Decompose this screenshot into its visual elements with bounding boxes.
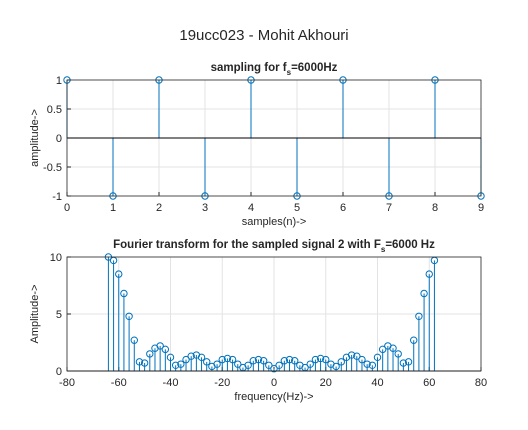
x-tick-label: 40 bbox=[371, 377, 383, 389]
stem-marker bbox=[177, 360, 185, 368]
x-tick-label: 6 bbox=[340, 202, 346, 214]
y-axis-label: Amplitude-> bbox=[29, 284, 41, 343]
y-tick-label: -0.5 bbox=[43, 162, 62, 174]
stem-marker bbox=[291, 357, 299, 365]
x-tick-label: 8 bbox=[432, 202, 438, 214]
stem-marker bbox=[130, 336, 138, 344]
x-tick-label: 5 bbox=[294, 202, 300, 214]
stem-marker bbox=[311, 355, 320, 364]
title-text: =6000Hz bbox=[291, 62, 338, 74]
x-tick-label: 20 bbox=[320, 377, 332, 389]
y-tick-label: 10 bbox=[50, 252, 62, 264]
stem-marker bbox=[399, 359, 408, 367]
stem-marker bbox=[182, 355, 190, 364]
title-subscript: s bbox=[381, 245, 386, 254]
axes-title: Fourier transform for the sampled signal… bbox=[113, 239, 435, 254]
x-tick-label: 2 bbox=[156, 202, 162, 214]
stem-marker bbox=[249, 357, 258, 365]
stem-marker bbox=[389, 344, 397, 352]
stem-marker bbox=[322, 355, 330, 364]
stem-marker bbox=[337, 358, 345, 366]
stem-marker bbox=[115, 270, 123, 278]
x-tick-label: 4 bbox=[248, 202, 254, 214]
x-tick-label: -60 bbox=[111, 377, 127, 389]
title-text: =6000 Hz bbox=[385, 239, 435, 251]
y-tick-label: 0 bbox=[56, 133, 62, 145]
stem-marker bbox=[213, 360, 221, 368]
x-tick-label: 80 bbox=[475, 377, 487, 389]
stem-marker bbox=[404, 358, 413, 366]
stem-marker bbox=[120, 289, 128, 298]
stem-marker bbox=[259, 357, 268, 365]
x-axis-label: samples(n)-> bbox=[242, 216, 307, 228]
stem-marker bbox=[125, 312, 133, 320]
x-tick-label: 60 bbox=[423, 377, 435, 389]
stem-marker bbox=[347, 351, 356, 359]
stem-marker bbox=[187, 352, 195, 360]
title-text: sampling for f bbox=[211, 62, 287, 74]
y-tick-label: 0 bbox=[56, 366, 62, 378]
stem-marker bbox=[197, 353, 206, 362]
stem-marker bbox=[156, 342, 164, 350]
x-tick-label: -40 bbox=[163, 377, 179, 389]
y-axis-label: amplitude-> bbox=[29, 109, 41, 167]
x-tick-label: 0 bbox=[64, 202, 70, 214]
x-axis-label: frequency(Hz)-> bbox=[234, 391, 313, 403]
x-tick-label: 1 bbox=[110, 202, 116, 214]
stem-marker bbox=[415, 312, 423, 320]
title-text: Fourier transform for the sampled signal… bbox=[113, 239, 381, 251]
stem-marker bbox=[140, 359, 149, 367]
stem-marker bbox=[394, 350, 402, 358]
stem-marker bbox=[425, 270, 433, 278]
x-tick-label: 7 bbox=[386, 202, 392, 214]
stem-marker bbox=[275, 361, 283, 369]
stem-marker bbox=[223, 354, 232, 363]
y-tick-label: 5 bbox=[56, 309, 62, 321]
stem-marker bbox=[280, 357, 289, 365]
y-tick-label: -1 bbox=[52, 191, 62, 203]
stem-marker bbox=[254, 355, 263, 364]
x-tick-label: 9 bbox=[478, 202, 484, 214]
stem-marker bbox=[410, 336, 418, 344]
stem-marker bbox=[203, 358, 211, 366]
y-tick-label: 0.5 bbox=[47, 104, 62, 116]
title-subscript: s bbox=[287, 68, 292, 77]
stem-marker bbox=[358, 355, 366, 364]
stem-marker bbox=[353, 352, 361, 360]
y-tick-label: 1 bbox=[56, 75, 62, 87]
stem-marker bbox=[420, 289, 428, 298]
stem-marker bbox=[166, 353, 175, 362]
stem-marker bbox=[135, 358, 144, 366]
x-tick-label: -80 bbox=[59, 377, 75, 389]
axes-box bbox=[66, 256, 482, 372]
stem-marker bbox=[265, 361, 273, 369]
stem-marker bbox=[373, 353, 382, 362]
stem-marker bbox=[146, 350, 154, 358]
stem-marker bbox=[244, 361, 252, 369]
stem-marker bbox=[270, 365, 278, 373]
figure-title: 19ucc023 - Mohit Akhouri bbox=[179, 27, 348, 44]
stem-marker bbox=[285, 355, 294, 364]
stem-marker bbox=[171, 361, 180, 369]
stem-marker bbox=[316, 354, 325, 363]
stem-marker bbox=[161, 345, 170, 354]
stem-marker bbox=[332, 362, 340, 371]
axes-title: sampling for fs=6000Hz bbox=[211, 62, 338, 77]
stem-marker bbox=[218, 355, 226, 364]
stem-marker bbox=[234, 360, 242, 368]
axes-box bbox=[66, 79, 482, 197]
x-tick-label: 0 bbox=[271, 377, 277, 389]
stem-marker bbox=[306, 360, 314, 368]
x-tick-label: -20 bbox=[214, 377, 230, 389]
stem-marker bbox=[368, 361, 377, 369]
x-tick-label: 3 bbox=[202, 202, 208, 214]
stem-marker bbox=[228, 355, 237, 364]
stem-marker bbox=[363, 360, 371, 368]
stem-marker bbox=[378, 345, 387, 354]
